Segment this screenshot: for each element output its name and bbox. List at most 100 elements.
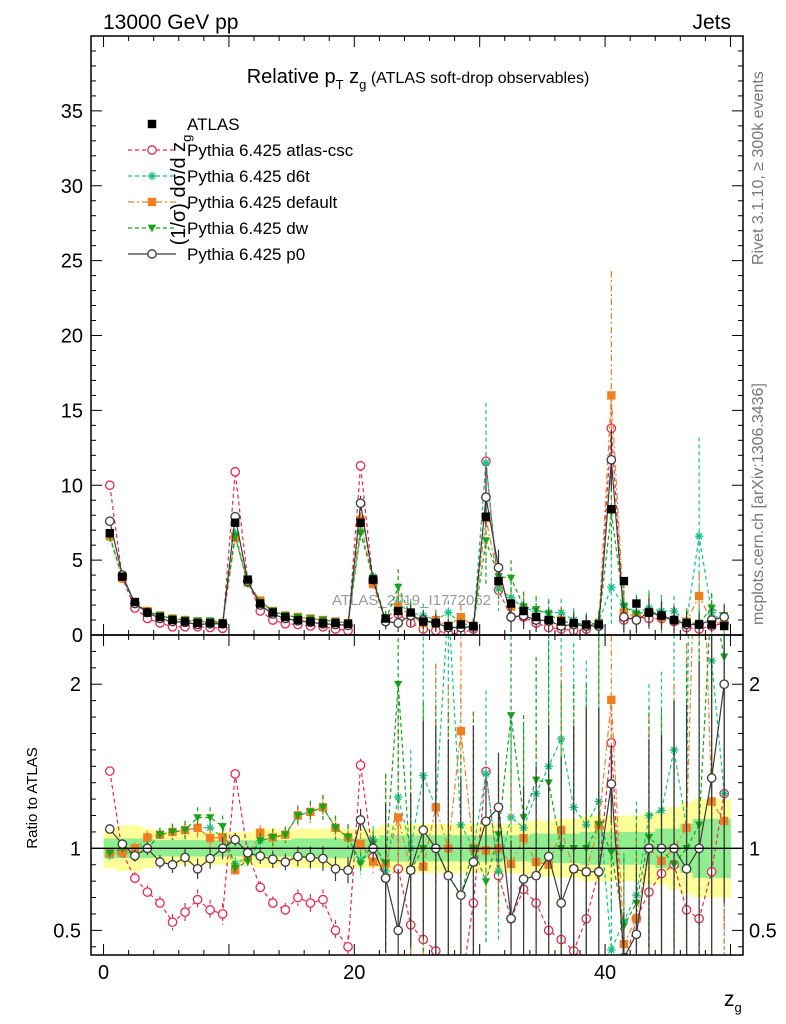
legend-label: Pythia 6.425 p0 [187, 245, 305, 264]
ratio-point [255, 882, 266, 893]
ratio-point [280, 857, 291, 867]
legend: ATLAS Pythia 6.425 atlas-csc Pythia 6.425 … [128, 115, 354, 264]
y-tick-label: 30 [61, 176, 83, 198]
ratio-point [143, 833, 152, 842]
ratio-point [105, 849, 115, 858]
ratio-plot-area [103, 635, 731, 955]
y-tick-label: 35 [61, 101, 83, 123]
data-point [406, 608, 415, 617]
ratio-y-tick-label: 1 [70, 838, 81, 860]
data-point [694, 531, 704, 541]
ratio-point [318, 853, 328, 864]
ratio-point [393, 680, 403, 689]
ratio-point [607, 945, 616, 955]
series-pythia-6-425-dw [105, 467, 729, 635]
data-point [393, 602, 403, 611]
ratio-point [230, 769, 241, 779]
ratio-line [109, 635, 725, 947]
ratio-point [104, 824, 115, 834]
data-point [632, 599, 641, 608]
data-point [193, 618, 202, 628]
ratio-point [167, 917, 178, 928]
data-point [293, 615, 303, 625]
ratio-point [130, 873, 140, 884]
ratio-point [343, 941, 353, 952]
data-point [343, 619, 353, 628]
data-point [456, 620, 466, 629]
data-point [243, 575, 252, 584]
ratio-point [192, 863, 203, 874]
data-point [180, 617, 190, 626]
ratio-point [607, 695, 616, 705]
legend-label: ATLAS [187, 115, 240, 134]
ratio-point [305, 898, 316, 908]
legend-item: Pythia 6.425 dw [128, 219, 309, 238]
ratio-point [481, 816, 491, 827]
ratio-point [155, 857, 165, 867]
data-point [719, 612, 730, 622]
ratio-point [305, 852, 316, 863]
title-sub: T [336, 77, 344, 92]
data-point [444, 621, 453, 631]
ratio-point [581, 866, 592, 877]
ratio-point [607, 848, 616, 857]
ratio-point [193, 814, 202, 822]
ratio-point [205, 833, 215, 843]
data-point [481, 537, 491, 545]
data-point [707, 620, 716, 629]
y-axis-label-sub: g [179, 135, 194, 142]
ratio-point [556, 898, 567, 908]
y-tick-label: 25 [61, 251, 83, 273]
ratio-point [343, 865, 353, 876]
ratio-point [205, 905, 215, 915]
ratio-line [109, 635, 725, 928]
legend-item: ATLAS [147, 115, 240, 134]
ratio-point [393, 792, 403, 802]
ratio-point [267, 854, 278, 865]
legend-marker [147, 249, 157, 259]
legend-label: Pythia 6.425 default [187, 193, 338, 212]
series-atlas [105, 505, 729, 631]
ratio-point [104, 766, 115, 776]
data-point [669, 615, 679, 625]
ratio-y-tick-label-right: 1 [749, 838, 760, 860]
ratio-point [506, 913, 516, 924]
data-point [531, 612, 541, 622]
ratio-y-tick-label-right: 0.5 [749, 920, 777, 942]
title-zg: z [344, 66, 360, 88]
ratio-point [330, 863, 341, 874]
ratio-point [706, 773, 717, 783]
ratio-point [356, 860, 365, 868]
ratio-point [180, 907, 190, 918]
ratio-point [280, 905, 291, 915]
ratio-point [418, 825, 429, 835]
ratio-y-tick-label-right: 2 [749, 674, 760, 696]
ratio-point [531, 870, 541, 881]
ratio-point [355, 815, 366, 825]
ratio-point [355, 760, 366, 771]
data-point [569, 618, 578, 628]
ratio-point [606, 779, 617, 789]
ratio-point [719, 679, 730, 690]
data-point [281, 612, 290, 622]
ratio-point [405, 865, 416, 876]
data-point [644, 608, 654, 617]
data-point [431, 618, 441, 628]
data-point [230, 466, 241, 477]
title-rest: (ATLAS soft-drop observables) [366, 70, 589, 87]
mcplots-info: mcplots.cern.ch [arXiv:1306.3436] [750, 383, 767, 625]
data-point [143, 608, 152, 617]
data-point [694, 620, 704, 629]
ratio-point [281, 831, 290, 839]
data-point [268, 608, 278, 617]
ratio-point [230, 834, 241, 845]
y-axis-label: (1/σ) dσ/d zg [168, 135, 194, 246]
data-point [456, 612, 466, 622]
ratio-point [255, 851, 266, 861]
legend-item: Pythia 6.425 atlas-csc [128, 141, 354, 160]
data-point [155, 612, 165, 622]
data-point [469, 621, 478, 631]
data-point [444, 608, 453, 617]
data-point [607, 582, 616, 592]
